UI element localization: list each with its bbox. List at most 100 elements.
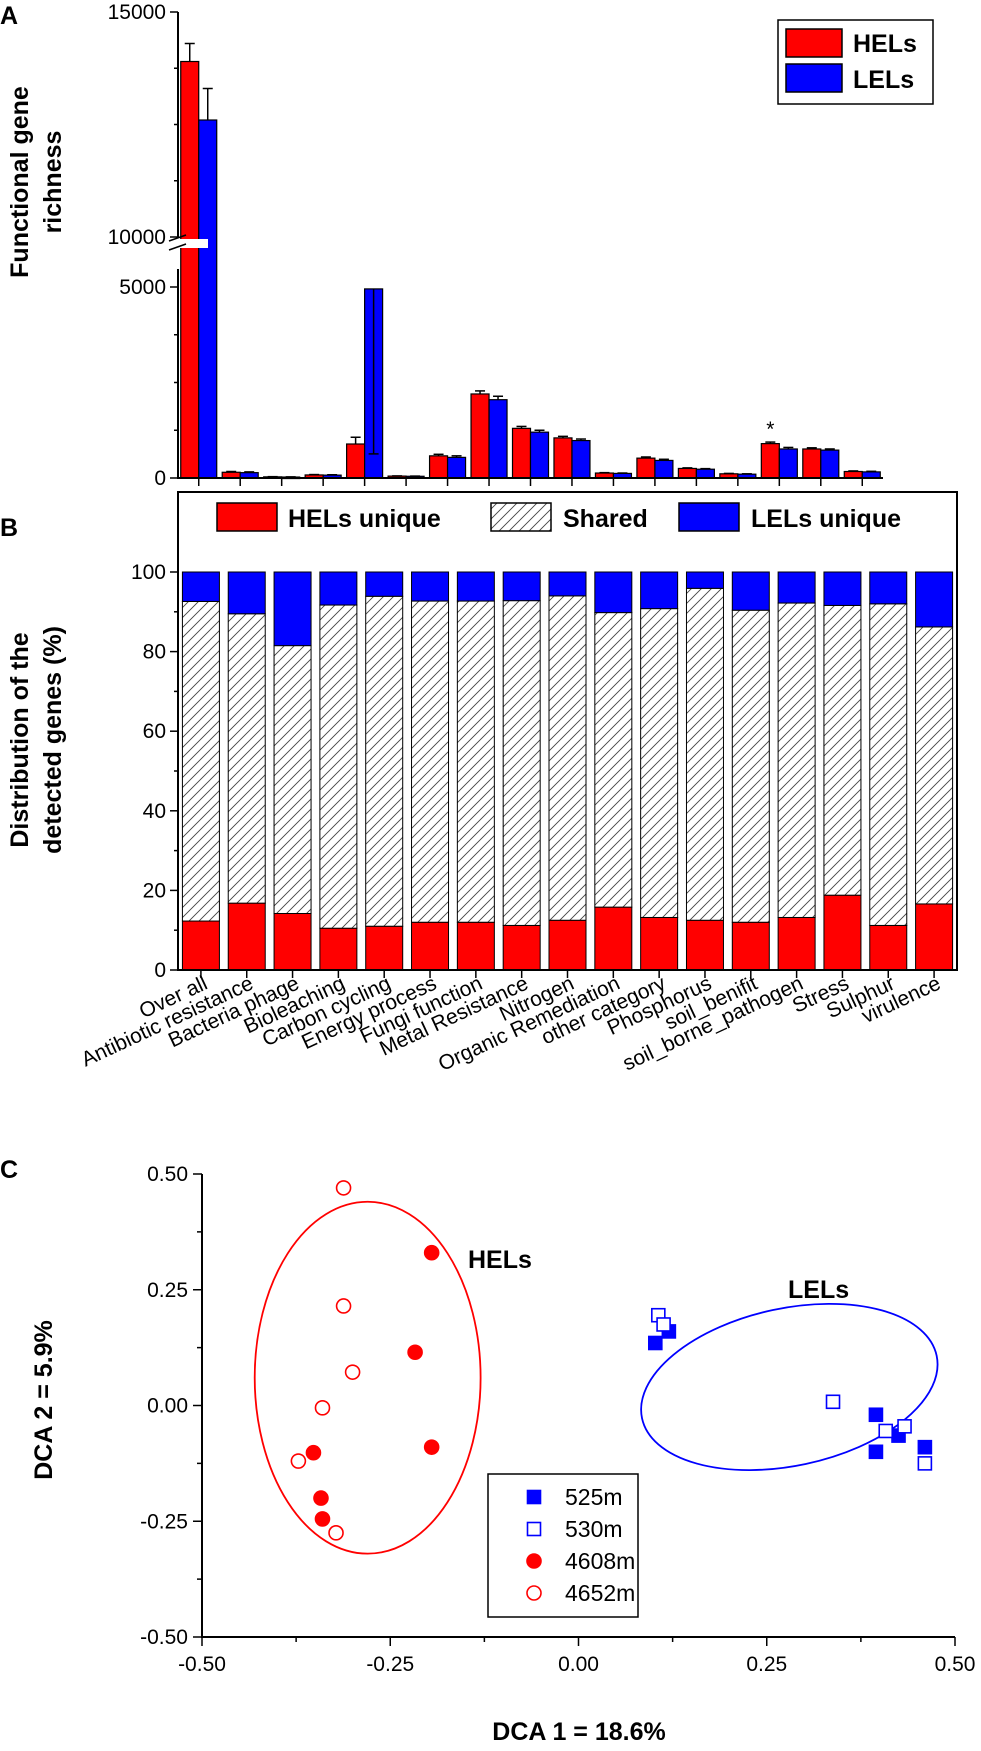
point-4608m xyxy=(423,1439,440,1455)
point-4652m xyxy=(335,1180,352,1196)
legend-lels-unique-label: LELs unique xyxy=(751,505,901,533)
panel-a-ytick-label-5000: 5000 xyxy=(119,276,166,299)
panel-c-axes: -0.50 -0.50 -0.25 -0.25 0.00 0.00 0.25 0.25 0.50… xyxy=(140,1163,975,1676)
point-4608m xyxy=(305,1444,322,1461)
panel-a-axes: 0 5000 10000 15000 xyxy=(108,1,883,490)
bar-b-shared-virulence xyxy=(915,626,954,905)
bar-b-shared-energy-process xyxy=(411,600,450,923)
legend-lels-unique-swatch xyxy=(678,502,740,532)
bar-b-shared-soil-benifit xyxy=(731,609,770,923)
bar-b-shared-organic-remediation xyxy=(594,612,633,908)
legend-label-530m: 530m xyxy=(565,1516,623,1542)
legend-hels-unique-swatch xyxy=(216,502,278,532)
panel-a-legend: HELs LELs xyxy=(777,19,934,105)
panel-c-ytick-label: 0.00 xyxy=(147,1395,188,1418)
bar-a-lels-sulphur xyxy=(820,449,840,479)
bar-a-lels-stress xyxy=(778,448,798,479)
panel-a-ytick-label-10000: 10000 xyxy=(108,226,166,249)
panel-b-ylabel-line1: Distribution of the xyxy=(6,632,34,847)
panel-c-xtick-label: 0.00 xyxy=(558,1653,599,1676)
point-4608m xyxy=(407,1344,423,1361)
panel-c-points xyxy=(290,1180,933,1541)
point-530m xyxy=(656,1317,671,1332)
point-4652m xyxy=(314,1400,331,1416)
point-4608m xyxy=(313,1490,329,1506)
panel-c-ytick-label: -0.50 xyxy=(140,1626,188,1649)
panel-b-ytick-label-100: 100 xyxy=(131,561,166,584)
point-530m xyxy=(878,1423,894,1439)
legend-label-4608m: 4608m xyxy=(565,1548,635,1574)
bar-b-shared-phosphorus xyxy=(685,587,724,921)
point-525m xyxy=(868,1444,884,1460)
bar-b-hels-unique-fungi-function xyxy=(456,921,495,971)
bar-a-lels-nitrogen xyxy=(529,431,550,479)
bar-a-lels-metal-resistance xyxy=(488,399,508,479)
bar-b-hels-unique-bioleaching xyxy=(319,927,358,971)
bar-b-hels-unique-metal-resistance xyxy=(502,924,541,971)
panel-b: B 0 20 40 60 80 100 Distribution of the detec… xyxy=(0,491,958,1076)
bar-a-lels-phosphorus xyxy=(654,459,674,479)
bar-b-lels-unique-soil-borne-pathogen xyxy=(777,571,816,604)
panel-c-ytick-label: 0.50 xyxy=(147,1163,188,1186)
bar-b-hels-unique-carbon-cycling xyxy=(365,925,404,971)
bar-b-hels-unique-virulence xyxy=(915,903,954,971)
bar-b-lels-unique-virulence xyxy=(915,571,954,628)
bar-a-hels-nitrogen xyxy=(511,427,532,479)
bar-b-lels-unique-nitrogen xyxy=(548,571,587,597)
panel-c-xtick-label: 0.25 xyxy=(746,1653,787,1676)
bar-b-shared-fungi-function xyxy=(456,600,495,923)
bar-b-lels-unique-bacteria-phage xyxy=(273,571,312,647)
bar-b-hels-unique-nitrogen xyxy=(548,919,587,971)
legend-shared-label: Shared xyxy=(563,505,648,533)
annotation-star: * xyxy=(766,418,774,441)
panel-a-ylabel-line2: richness xyxy=(39,131,67,234)
panel-b-label: B xyxy=(0,514,18,542)
point-525m xyxy=(648,1335,663,1351)
legend-marker-530m xyxy=(526,1521,542,1537)
bar-a-lels-organic-remediation xyxy=(571,439,591,479)
legend-marker-4652m xyxy=(526,1585,542,1601)
bar-b-lels-unique-bioleaching xyxy=(319,571,358,606)
bar-b-hels-unique-stress xyxy=(823,894,862,971)
bar-b-shared-other-category xyxy=(640,608,679,918)
panel-b-ytick-label-80: 80 xyxy=(143,641,166,664)
bar-b-hels-unique-energy-process xyxy=(411,921,450,971)
bar-b-hels-unique-sulphur xyxy=(869,924,908,971)
bar-b-shared-stress xyxy=(823,604,862,896)
panel-c-ytick-label: -0.25 xyxy=(140,1510,188,1533)
legend-marker-525m xyxy=(526,1489,542,1505)
bar-a-hels-phosphorus xyxy=(636,457,656,479)
bar-b-hels-unique-phosphorus xyxy=(685,919,724,971)
panel-c-legend: 525m 530m 4608m 4652m xyxy=(487,1473,639,1618)
bar-a-hels-organic-remediation xyxy=(553,437,573,479)
bar-b-hels-unique-soil-borne-pathogen xyxy=(777,916,816,971)
panel-c-ytick-label: 0.25 xyxy=(147,1279,188,1302)
axis-break-mark-lower xyxy=(168,243,187,251)
panel-b-ylabel-line2: detected genes (%) xyxy=(39,626,67,854)
panel-b-legend: HELs unique Shared LELs unique xyxy=(216,502,901,533)
bar-b-lels-unique-metal-resistance xyxy=(502,571,541,602)
bar-b-hels-unique-soil-benifit xyxy=(731,921,770,971)
point-525m xyxy=(868,1407,884,1423)
panel-a-ylabel: Functional gene richness xyxy=(6,86,67,278)
panel-c-legend-box xyxy=(487,1473,639,1618)
bar-b-shared-antibiotic-resistance xyxy=(227,613,266,904)
bar-b-hels-unique-over-all xyxy=(181,920,220,971)
point-530m xyxy=(897,1419,912,1434)
bar-a-lels-over-all xyxy=(198,119,218,479)
bar-a-lels-fungi-function xyxy=(446,456,467,479)
panel-b-bars xyxy=(181,571,954,971)
bar-b-hels-unique-bacteria-phage xyxy=(273,912,312,971)
bar-b-lels-unique-phosphorus xyxy=(685,571,724,589)
panel-b-ytick-label-60: 60 xyxy=(143,720,166,743)
panel-c-xtick-label: -0.50 xyxy=(178,1653,226,1676)
bar-b-shared-metal-resistance xyxy=(502,600,541,926)
bar-a-hels-soil-benifit xyxy=(677,467,697,479)
panel-c-label: C xyxy=(0,1156,18,1184)
bar-b-lels-unique-stress xyxy=(823,571,862,606)
panel-b-ylabel: Distribution of the detected genes (%) xyxy=(6,626,67,854)
legend-lels-label: LELs xyxy=(853,66,914,94)
panel-c-xtick-label: -0.25 xyxy=(366,1653,414,1676)
point-4652m xyxy=(335,1298,352,1314)
panel-c-xtick-label: 0.50 xyxy=(935,1653,976,1676)
